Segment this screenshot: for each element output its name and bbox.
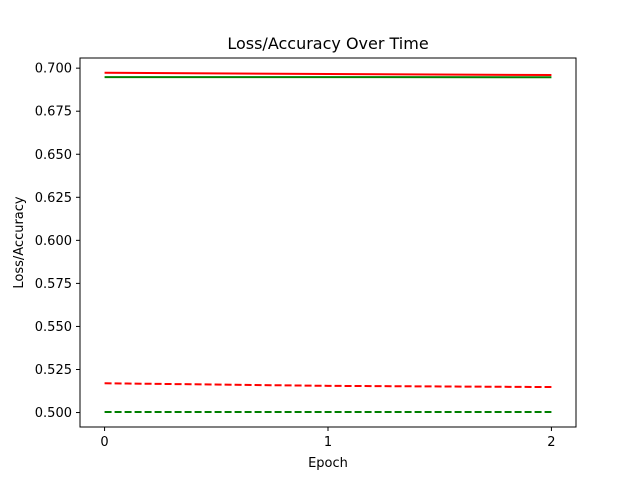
x-axis-label: Epoch <box>308 456 348 471</box>
series-line-3-dashed <box>104 382 552 389</box>
y-tick-label: 0.550 <box>35 320 72 335</box>
plot-area <box>79 57 577 428</box>
y-tick-label: 0.525 <box>35 363 72 378</box>
y-tick-label: 0.625 <box>35 191 72 206</box>
y-tick-label: 0.575 <box>35 277 72 292</box>
series-line-1-solid <box>104 71 552 77</box>
y-tick-label: 0.600 <box>35 234 72 249</box>
x-tick-label: 0 <box>100 435 108 450</box>
chart-title: Loss/Accuracy Over Time <box>227 34 428 53</box>
y-axis: 0.500 0.525 0.550 0.575 0.600 0.625 0.650 0.675… <box>35 62 80 421</box>
y-tick-label: 0.700 <box>35 62 72 77</box>
y-tick-label: 0.675 <box>35 105 72 120</box>
axes-frame <box>79 57 577 428</box>
x-axis: 0 1 2 <box>100 427 556 450</box>
series-layer <box>104 71 552 414</box>
y-tick-label: 0.650 <box>35 148 72 163</box>
y-axis-label: Loss/Accuracy <box>12 196 27 289</box>
x-tick-label: 1 <box>324 435 332 450</box>
x-tick-label: 2 <box>547 435 555 450</box>
y-tick-label: 0.500 <box>35 406 72 421</box>
